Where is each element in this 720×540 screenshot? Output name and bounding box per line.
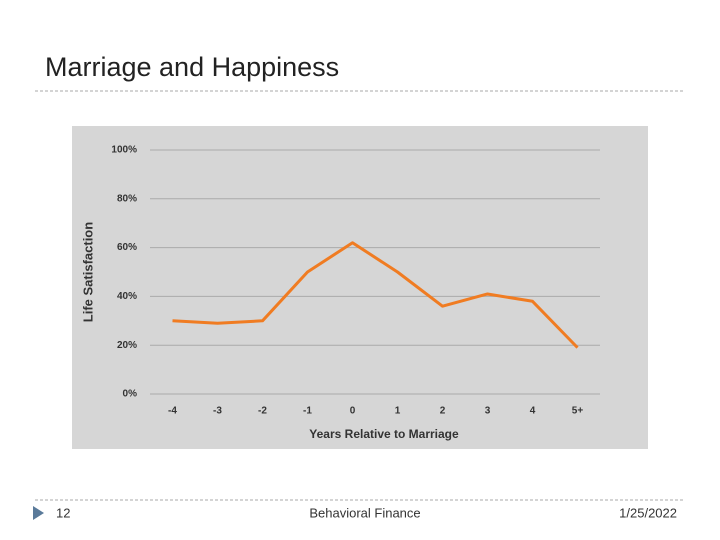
x-tick-label: 0 <box>350 406 356 417</box>
y-tick-label: 60% <box>117 242 137 253</box>
y-tick-label: 100% <box>111 145 137 156</box>
x-tick-label: 2 <box>440 406 446 417</box>
x-axis-label: Years Relative to Marriage <box>309 427 459 441</box>
y-tick-label: 20% <box>117 340 137 351</box>
x-tick-label: -2 <box>258 406 267 417</box>
footer-marker <box>33 506 44 520</box>
x-tick-label: -1 <box>303 406 312 417</box>
data-line <box>172 241 579 349</box>
y-tick-label: 0% <box>123 389 138 400</box>
x-tick-label: -3 <box>213 406 222 417</box>
x-tick-label: 5+ <box>572 406 584 417</box>
date: 1/25/2022 <box>619 505 677 520</box>
y-tick-label: 80% <box>117 193 137 204</box>
slide-title: Marriage and Happiness <box>45 52 339 82</box>
footer-text: Behavioral Finance <box>309 505 420 520</box>
chart-background <box>72 126 648 449</box>
y-tick-label: 40% <box>117 291 137 302</box>
x-tick-label: 3 <box>485 406 491 417</box>
page-number: 12 <box>56 505 70 520</box>
x-tick-label: -4 <box>168 406 177 417</box>
y-axis-label: Life Satisfaction <box>80 222 95 322</box>
x-tick-label: 4 <box>530 406 536 417</box>
x-tick-label: 1 <box>395 406 401 417</box>
